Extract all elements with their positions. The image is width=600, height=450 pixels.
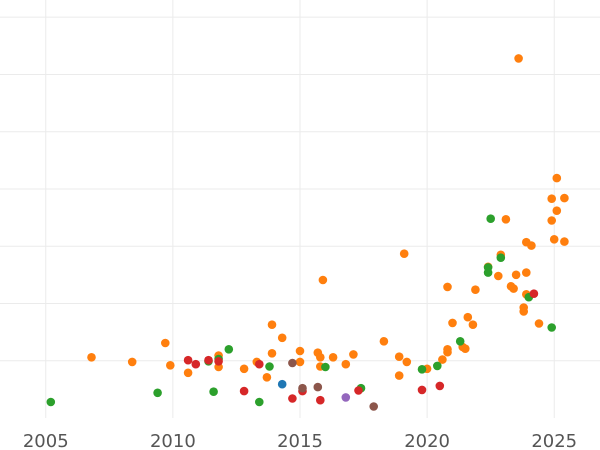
- data-point-red: [529, 289, 539, 299]
- data-point-purple: [341, 393, 351, 402]
- data-point-orange: [295, 357, 305, 367]
- data-point-orange: [560, 193, 569, 203]
- data-point-orange: [560, 237, 569, 246]
- data-point-brown: [313, 382, 323, 392]
- data-point-red: [254, 359, 264, 369]
- data-point-red: [316, 395, 325, 405]
- data-point-orange: [267, 349, 277, 358]
- data-point-orange: [394, 371, 404, 380]
- data-point-orange: [527, 241, 536, 250]
- data-point-orange: [511, 270, 521, 280]
- data-point-orange: [534, 319, 544, 328]
- data-point-orange: [295, 346, 305, 356]
- data-point-green: [265, 362, 274, 371]
- data-point-brown: [298, 383, 307, 393]
- data-point-orange: [379, 337, 389, 346]
- data-point-orange: [399, 249, 409, 258]
- data-point-orange: [402, 357, 412, 367]
- data-point-orange: [552, 206, 562, 215]
- data-point-orange: [161, 338, 170, 348]
- data-point-orange: [166, 361, 175, 370]
- data-point-orange: [183, 368, 193, 378]
- data-point-orange: [127, 357, 137, 367]
- data-point-orange: [318, 275, 328, 285]
- data-point-green: [455, 337, 465, 346]
- data-point-red: [204, 355, 213, 365]
- data-point-orange: [443, 282, 452, 292]
- x-tick-label: 2015: [277, 431, 323, 450]
- data-point-orange: [262, 373, 272, 382]
- data-point-orange: [349, 350, 358, 359]
- data-point-orange: [547, 194, 556, 203]
- data-point-orange: [239, 364, 249, 374]
- data-point-green: [547, 323, 556, 332]
- data-point-green: [321, 362, 330, 372]
- data-point-orange: [328, 353, 338, 362]
- data-point-orange: [443, 345, 452, 354]
- data-point-red: [354, 386, 363, 395]
- data-point-green: [224, 345, 234, 354]
- data-point-orange: [519, 307, 528, 316]
- data-point-green: [496, 253, 506, 262]
- x-tick-label: 2010: [150, 431, 196, 450]
- data-point-red: [288, 394, 297, 403]
- data-point-green: [46, 397, 56, 407]
- data-point-red: [183, 355, 193, 365]
- data-point-orange: [463, 312, 473, 322]
- data-point-orange: [341, 359, 351, 369]
- data-point-orange: [494, 271, 503, 281]
- data-point-orange: [461, 344, 470, 354]
- data-point-orange: [87, 353, 96, 362]
- data-point-orange: [514, 54, 523, 63]
- data-point-red: [417, 385, 427, 395]
- data-point-red: [239, 386, 249, 396]
- data-point-brown: [288, 358, 297, 368]
- data-point-green: [483, 268, 493, 277]
- x-tick-label: 2005: [23, 431, 69, 450]
- x-tick-label: 2025: [531, 431, 577, 450]
- data-point-green: [417, 365, 427, 374]
- data-point-orange: [509, 284, 518, 293]
- data-point-orange: [547, 216, 556, 225]
- data-point-green: [254, 397, 264, 407]
- data-point-orange: [522, 268, 531, 277]
- data-point-orange: [448, 318, 457, 328]
- data-point-red: [191, 359, 201, 369]
- data-point-orange: [438, 355, 447, 364]
- data-point-orange: [267, 320, 277, 330]
- data-point-green: [486, 214, 496, 223]
- data-point-orange: [316, 353, 325, 362]
- data-point-green: [209, 387, 218, 397]
- x-tick-label: 2020: [404, 431, 450, 450]
- data-point-orange: [549, 235, 559, 244]
- data-point-red: [214, 357, 223, 366]
- data-point-orange: [471, 285, 480, 295]
- data-point-brown: [369, 402, 379, 411]
- data-point-orange: [394, 352, 404, 362]
- data-point-orange: [468, 320, 478, 330]
- points-layer: [46, 54, 569, 411]
- data-point-orange: [552, 173, 562, 183]
- data-point-red: [435, 381, 445, 391]
- data-point-green: [433, 361, 442, 371]
- data-point-orange: [277, 333, 287, 343]
- x-axis-ticks: 2005 2010 2015 2020 2025: [23, 431, 577, 450]
- data-point-blue: [277, 379, 287, 389]
- data-point-green: [153, 388, 162, 398]
- data-point-orange: [501, 215, 511, 224]
